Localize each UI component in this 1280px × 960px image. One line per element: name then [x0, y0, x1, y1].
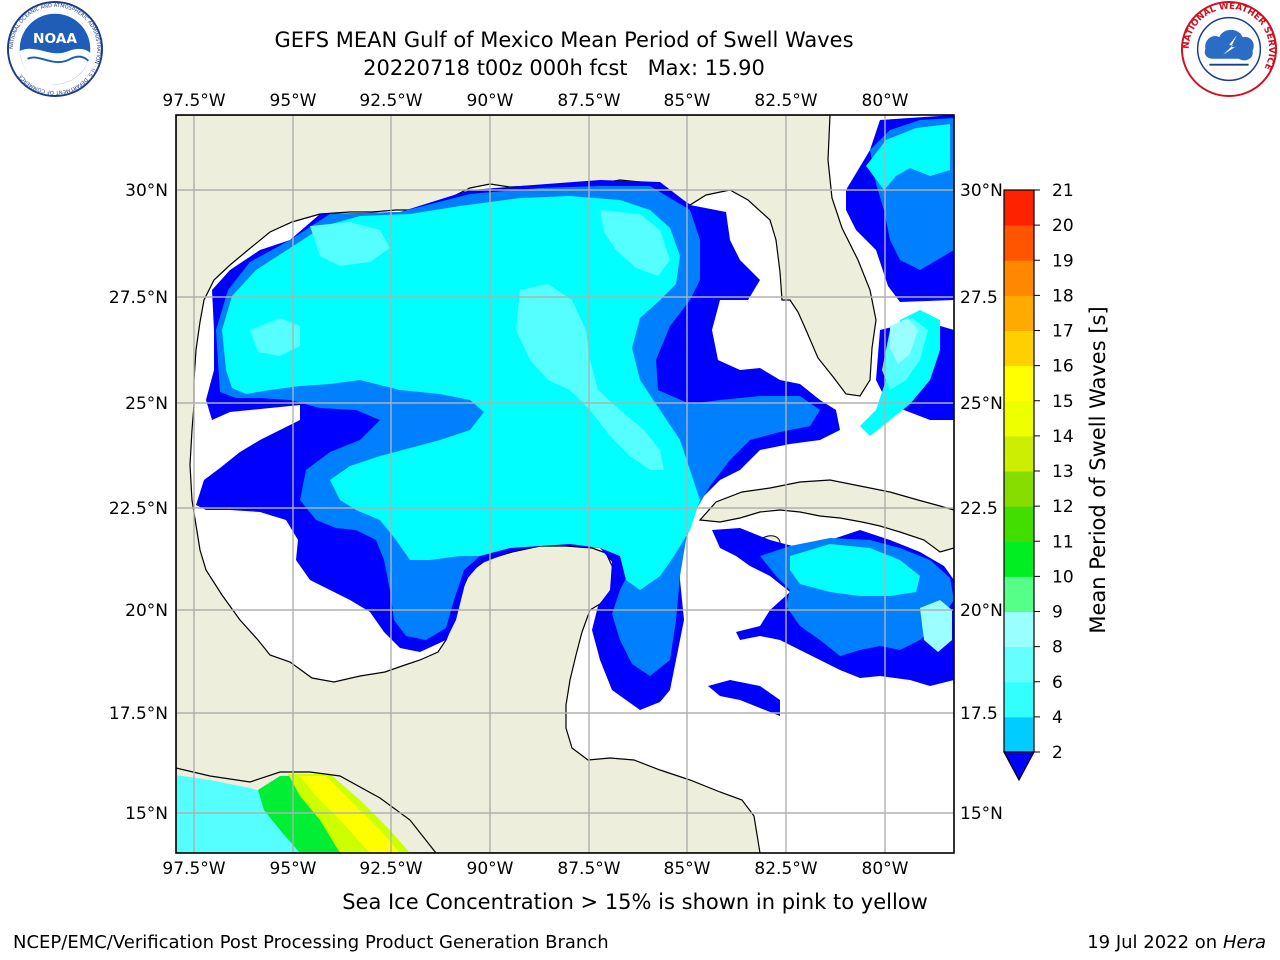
bottom-lon-label: 97.5°W — [162, 859, 225, 879]
top-lon-labels: 97.5°W 95°W 92.5°W 90°W 87.5°W 85°W 82.5… — [162, 91, 908, 111]
bottom-lon-labels: 97.5°W 95°W 92.5°W 90°W 87.5°W 85°W 82.5… — [162, 859, 908, 879]
colorbar: 2 4 6 8 9 10 11 12 13 14 15 16 17 18 19 20 21 — [1002, 181, 1074, 782]
top-lon-label: 87.5°W — [557, 91, 620, 111]
colorbar-segment — [1004, 190, 1034, 226]
colorbar-tick-label: 18 — [1052, 286, 1074, 306]
left-lat-label: 20°N — [125, 601, 168, 621]
colorbar-segment — [1004, 471, 1034, 507]
left-lat-labels: 30°N 27.5°N 25°N 22.5°N 20°N 17.5°N 15°N — [109, 181, 168, 824]
colorbar-segment — [1004, 541, 1034, 577]
colorbar-tick-label: 16 — [1052, 357, 1074, 377]
top-lon-label: 97.5°W — [162, 91, 225, 111]
colorbar-tick-label: 14 — [1052, 427, 1074, 447]
colorbar-tick-label: 2 — [1052, 743, 1063, 763]
bottom-lon-label: 85°W — [664, 859, 711, 879]
top-lon-label: 82.5°W — [754, 91, 817, 111]
colorbar-segment — [1004, 400, 1034, 437]
gridlines — [176, 115, 954, 853]
top-lon-label: 95°W — [270, 91, 317, 111]
left-lat-label: 17.5°N — [109, 704, 168, 724]
caption: Sea Ice Concentration > 15% is shown in … — [0, 890, 1280, 914]
colorbar-segment — [1004, 260, 1034, 296]
footer-host: Hera — [1222, 932, 1266, 953]
colorbar-tick-label: 20 — [1052, 216, 1074, 236]
swell-dark-blue-caribbean-2 — [708, 680, 780, 716]
left-lat-label: 27.5°N — [109, 288, 168, 308]
colorbar-extension — [1002, 751, 1036, 782]
swell-light-cyan-3 — [600, 210, 670, 276]
colorbar-tick-label: 11 — [1052, 532, 1074, 552]
footer-date-text: 19 Jul 2022 on — [1087, 932, 1223, 953]
colorbar-segment — [1004, 716, 1034, 753]
colorbar-tick-label: 6 — [1052, 673, 1063, 693]
right-lat-label: 20°N — [960, 601, 1003, 621]
colorbar-segment — [1004, 330, 1034, 367]
chart-title: GEFS MEAN Gulf of Mexico Mean Period of … — [0, 26, 1128, 82]
colorbar-tick-label: 10 — [1052, 567, 1074, 587]
colorbar-tick-label: 21 — [1052, 181, 1074, 201]
colorbar-segment — [1004, 365, 1034, 402]
colorbar-segment — [1004, 225, 1034, 261]
colorbar-segment — [1004, 506, 1034, 542]
right-lat-label: 17.5 — [960, 704, 998, 724]
colorbar-tick-label: 13 — [1052, 462, 1074, 482]
bottom-lon-label: 82.5°W — [754, 859, 817, 879]
colorbar-segment — [1004, 435, 1034, 472]
title-line-2: 20220718 t00z 000h fcst Max: 15.90 — [363, 56, 765, 80]
top-lon-label: 92.5°W — [359, 91, 422, 111]
caption-text: Sea Ice Concentration > 15% is shown in … — [342, 890, 928, 914]
swell-pacific-green — [258, 776, 350, 853]
colorbar-tick-label: 19 — [1052, 251, 1074, 271]
swell-cyan-caribbean — [790, 544, 920, 596]
nws-logo: NATIONAL WEATHER SERVICE — [1180, 0, 1278, 98]
colorbar-segment — [1004, 295, 1034, 331]
colorbar-segment — [1004, 611, 1034, 648]
swell-light-cyan-1 — [516, 284, 664, 470]
bottom-lon-label: 95°W — [270, 859, 317, 879]
colorbar-tick-label: 4 — [1052, 708, 1063, 728]
map-border — [175, 114, 955, 854]
map-area — [176, 115, 954, 853]
left-lat-label: 15°N — [125, 804, 168, 824]
top-lon-label: 80°W — [862, 91, 909, 111]
colorbar-tick-label: 15 — [1052, 392, 1074, 412]
bottom-lon-label: 80°W — [862, 859, 909, 879]
left-lat-label: 30°N — [125, 181, 168, 201]
title-line-1: GEFS MEAN Gulf of Mexico Mean Period of … — [274, 28, 854, 52]
land-cuba — [698, 479, 954, 553]
left-lat-label: 25°N — [125, 394, 168, 414]
swell-cyan-main — [222, 196, 700, 590]
swell-cyan-atlantic — [866, 124, 950, 190]
bottom-lon-label: 87.5°W — [557, 859, 620, 879]
right-lat-label: 15°N — [960, 804, 1003, 824]
swell-pale-cyan-1 — [890, 318, 918, 364]
right-lat-label: 27.5 — [960, 288, 998, 308]
colorbar-tick-label: 9 — [1052, 603, 1063, 623]
footer-credit: NCEP/EMC/Verification Post Processing Pr… — [13, 932, 609, 953]
left-lat-label: 22.5°N — [109, 499, 168, 519]
colorbar-tick-label: 12 — [1052, 497, 1074, 517]
swell-light-cyan-2 — [310, 222, 390, 266]
right-lat-label: 30°N — [960, 181, 1003, 201]
noaa-logo-text: NOAA — [33, 31, 77, 47]
colorbar-segment — [1004, 646, 1034, 683]
right-lat-label: 25°N — [960, 394, 1003, 414]
colorbar-tick-label: 17 — [1052, 322, 1074, 342]
swell-pacific-yellow — [300, 776, 400, 853]
footer-date: 19 Jul 2022 on Hera — [1087, 932, 1266, 953]
noaa-logo: NATIONAL OCEANIC AND ATMOSPHERIC ADMINIS… — [6, 0, 104, 98]
top-lon-label: 90°W — [467, 91, 514, 111]
bottom-lon-label: 90°W — [467, 859, 514, 879]
bottom-lon-label: 92.5°W — [359, 859, 422, 879]
swell-pale-cyan-2 — [920, 600, 952, 652]
right-lat-label: 22.5 — [960, 499, 998, 519]
colorbar-segment — [1004, 681, 1034, 718]
colorbar-title: Mean Period of Swell Waves [s] — [1086, 306, 1110, 633]
top-lon-label: 85°W — [664, 91, 711, 111]
right-lat-labels: 30°N 27.5 25°N 22.5 20°N 17.5 15°N — [960, 181, 1003, 824]
swell-light-cyan-5 — [250, 318, 300, 356]
colorbar-segment — [1004, 576, 1034, 612]
colorbar-tick-label: 8 — [1052, 638, 1063, 658]
